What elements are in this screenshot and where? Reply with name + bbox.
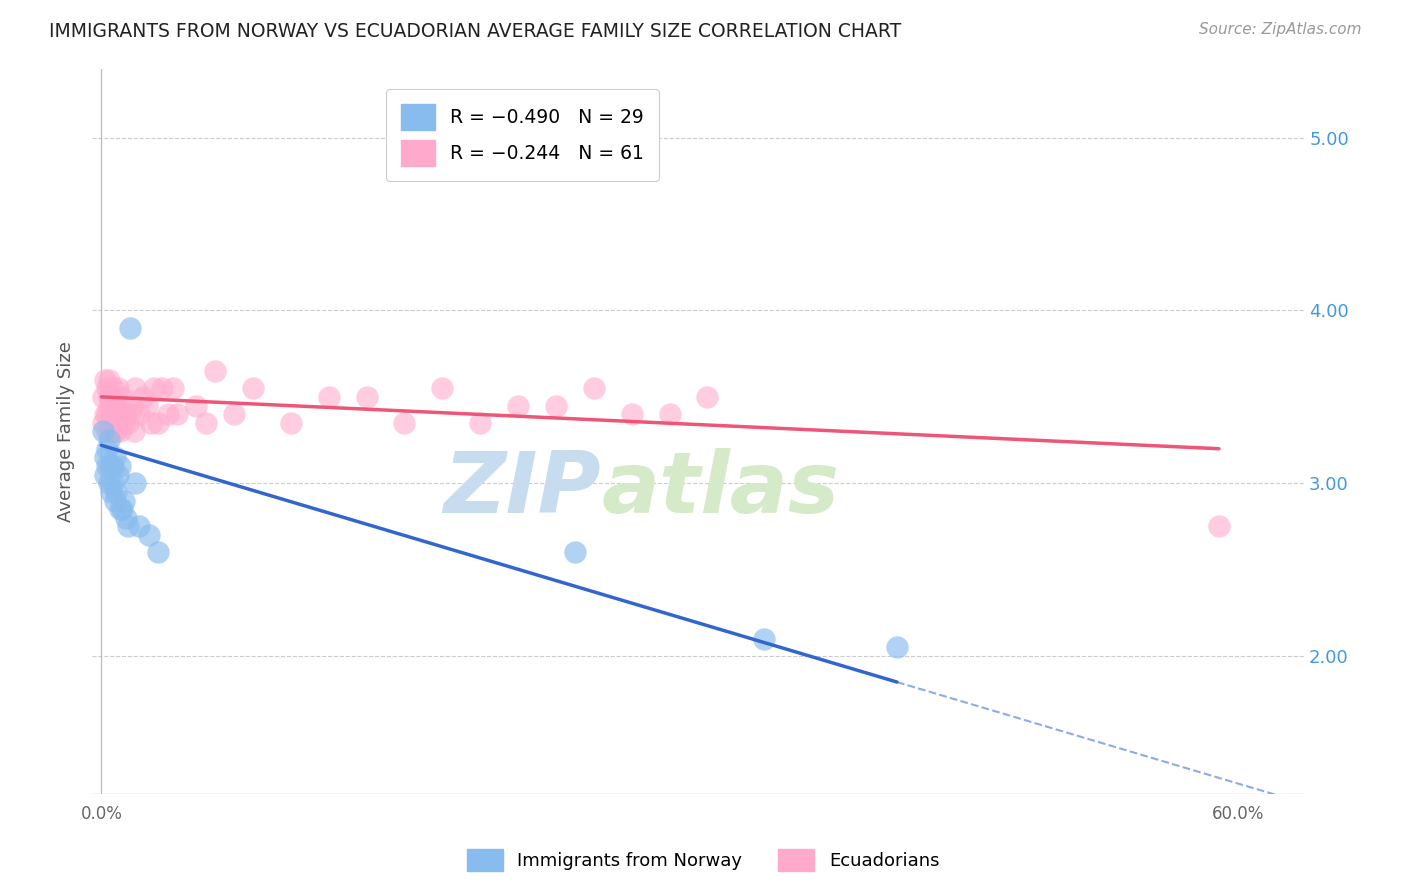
Point [117,416,139,430]
Point [432,381,454,395]
Point [103,493,125,508]
Point [118,407,141,421]
Point [103,425,125,439]
Point [97,390,120,404]
Point [112,493,135,508]
Point [620,407,643,421]
Point [103,390,125,404]
Y-axis label: Average Family Size: Average Family Size [58,341,75,522]
Point [143,381,166,395]
Point [658,407,681,421]
Point [115,511,138,525]
Point [97,433,120,447]
Point [107,381,129,395]
Point [103,416,125,430]
Point [544,399,567,413]
Text: IMMIGRANTS FROM NORWAY VS ECUADORIAN AVERAGE FAMILY SIZE CORRELATION CHART: IMMIGRANTS FROM NORWAY VS ECUADORIAN AVE… [49,22,901,41]
Point [356,390,378,404]
Point [105,399,128,413]
Point [132,390,155,404]
Point [101,458,124,473]
Point [506,399,529,413]
Point [94,407,117,421]
Point [97,399,120,413]
Point [150,381,173,395]
Point [139,416,162,430]
Point [204,364,226,378]
Point [121,399,143,413]
Point [110,458,132,473]
Point [582,381,605,395]
Point [100,484,122,499]
Point [128,407,150,421]
Point [112,399,135,413]
Point [100,425,122,439]
Point [100,407,122,421]
Point [91,390,114,404]
Point [470,416,492,430]
Point [94,467,117,482]
Point [100,458,122,473]
Point [146,416,169,430]
Point [222,407,245,421]
Text: atlas: atlas [600,448,839,531]
Text: Source: ZipAtlas.com: Source: ZipAtlas.com [1198,22,1361,37]
Point [184,399,207,413]
Point [97,373,120,387]
Point [110,425,132,439]
Point [110,407,132,421]
Point [280,416,302,430]
Point [105,484,128,499]
Point [91,416,114,430]
Legend: Immigrants from Norway, Ecuadorians: Immigrants from Norway, Ecuadorians [460,842,946,879]
Point [107,407,129,421]
Text: ZIP: ZIP [443,448,600,531]
Point [94,450,117,465]
Point [754,632,776,646]
Point [564,545,586,559]
Point [162,381,184,395]
Point [318,390,340,404]
Point [97,476,120,491]
Point [94,373,117,387]
Point [166,407,188,421]
Point [242,381,264,395]
Point [101,381,124,395]
Point [96,381,118,395]
Point [111,502,134,516]
Point [138,528,160,542]
Point [112,416,135,430]
Point [101,407,124,421]
Point [124,476,146,491]
Point [122,425,145,439]
Point [103,450,125,465]
Point [110,502,132,516]
Point [128,519,150,533]
Point [135,399,157,413]
Point [696,390,718,404]
Point [96,407,118,421]
Point [96,425,118,439]
Point [105,425,128,439]
Point [1208,519,1230,533]
Point [117,519,139,533]
Point [115,407,138,421]
Point [118,320,141,334]
Point [194,416,217,430]
Legend: R = −0.490   N = 29, R = −0.244   N = 61: R = −0.490 N = 29, R = −0.244 N = 61 [385,89,658,181]
Point [111,390,134,404]
Point [96,458,118,473]
Point [886,640,908,655]
Point [101,476,124,491]
Point [107,467,129,482]
Point [124,381,146,395]
Point [394,416,416,430]
Point [91,425,114,439]
Point [100,390,122,404]
Point [156,407,179,421]
Point [146,545,169,559]
Point [96,442,118,456]
